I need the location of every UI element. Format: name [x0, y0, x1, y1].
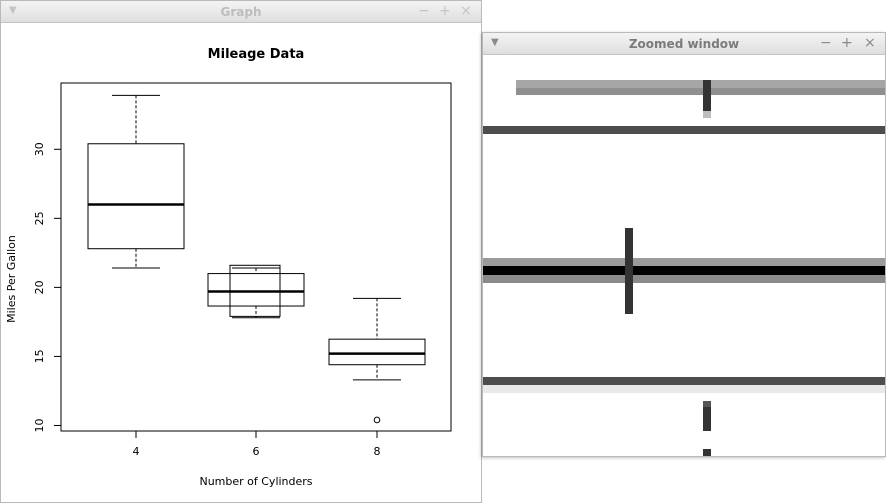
chevron-down-icon[interactable]: ▼ — [491, 37, 499, 48]
zoom-pixel-band — [483, 275, 885, 283]
x-tick-label: 6 — [253, 445, 260, 458]
zoom-pixel-whisker — [703, 401, 711, 431]
graph-window-title: Graph — [220, 5, 262, 19]
graph-titlebar[interactable]: ▼ Graph − + × — [1, 1, 481, 23]
y-tick-label: 30 — [33, 142, 46, 156]
zoom-pixel-whisker — [703, 80, 711, 112]
zoom-pixel-band — [516, 88, 885, 95]
y-axis-label: Miles Per Gallon — [5, 235, 18, 323]
x-tick-label: 8 — [374, 445, 381, 458]
maximize-icon[interactable]: + — [841, 35, 853, 51]
y-axis: 10 15 20 25 30 — [33, 142, 62, 432]
zoom-pixel-box-edge — [625, 228, 633, 314]
zoom-pixel-whisker — [703, 449, 711, 456]
chart-title: Mileage Data — [208, 47, 305, 62]
y-tick-label: 15 — [33, 349, 46, 363]
zoom-pixel-line — [483, 126, 885, 134]
chevron-down-icon[interactable]: ▼ — [9, 5, 17, 16]
zoom-canvas — [483, 80, 885, 456]
graph-window: ▼ Graph − + × Mileage Data 10 15 20 25 30 4 6… — [0, 0, 482, 503]
zoom-titlebar[interactable]: ▼ Zoomed window − + × — [483, 33, 885, 55]
outlier-point — [373, 416, 381, 424]
zoom-pixel-whisker — [703, 401, 711, 407]
zoom-window: ▼ Zoomed window − + × — [482, 32, 886, 457]
close-icon[interactable]: × — [864, 35, 876, 51]
y-tick-label: 10 — [33, 418, 46, 432]
y-tick-label: 25 — [33, 211, 46, 225]
plot-frame — [60, 82, 452, 432]
zoom-pixel-band — [483, 258, 885, 266]
minimize-icon[interactable]: − — [820, 35, 832, 51]
x-axis-label: Number of Cylinders — [199, 475, 312, 488]
box-iqr — [87, 143, 185, 250]
x-axis: 4 6 8 — [133, 430, 381, 458]
zoom-pixel-whisker — [703, 111, 711, 118]
box-iqr — [207, 273, 305, 307]
zoom-pixel-band — [483, 385, 885, 393]
minimize-icon[interactable]: − — [418, 3, 430, 19]
box-iqr — [328, 338, 426, 366]
zoom-selection-rect — [229, 264, 281, 317]
zoom-pixel-line — [483, 377, 885, 385]
close-icon[interactable]: × — [460, 3, 472, 19]
box-series — [87, 94, 426, 424]
zoom-window-title: Zoomed window — [628, 37, 740, 51]
zoom-pixel-median — [483, 266, 885, 275]
y-tick-label: 20 — [33, 280, 46, 294]
boxplot-chart: Mileage Data 10 15 20 25 30 4 6 8 Number of Cy… — [5, 47, 452, 488]
x-tick-label: 4 — [133, 445, 140, 458]
maximize-icon[interactable]: + — [439, 3, 451, 19]
